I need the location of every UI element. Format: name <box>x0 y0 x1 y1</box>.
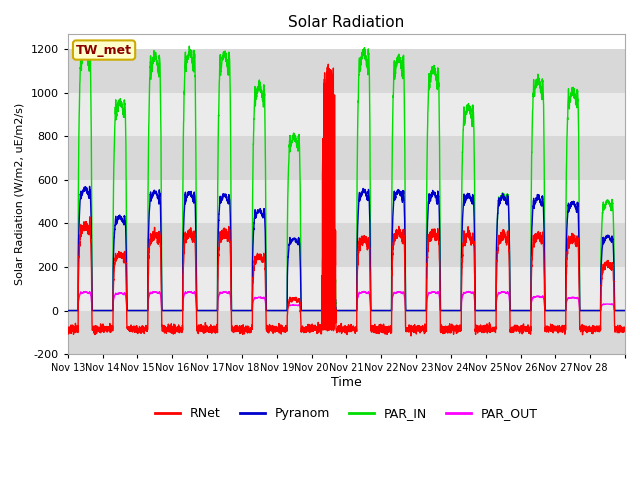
Bar <box>68 311 625 354</box>
Bar <box>68 136 625 180</box>
Legend: RNet, Pyranom, PAR_IN, PAR_OUT: RNet, Pyranom, PAR_IN, PAR_OUT <box>150 402 543 425</box>
X-axis label: Time: Time <box>331 376 362 389</box>
Text: TW_met: TW_met <box>76 44 132 57</box>
Bar <box>68 180 625 223</box>
Bar <box>68 49 625 93</box>
Bar <box>68 267 625 311</box>
Bar <box>68 223 625 267</box>
Y-axis label: Solar Radiation (W/m2, uE/m2/s): Solar Radiation (W/m2, uE/m2/s) <box>15 103 25 285</box>
Bar <box>68 93 625 136</box>
Title: Solar Radiation: Solar Radiation <box>288 15 404 30</box>
